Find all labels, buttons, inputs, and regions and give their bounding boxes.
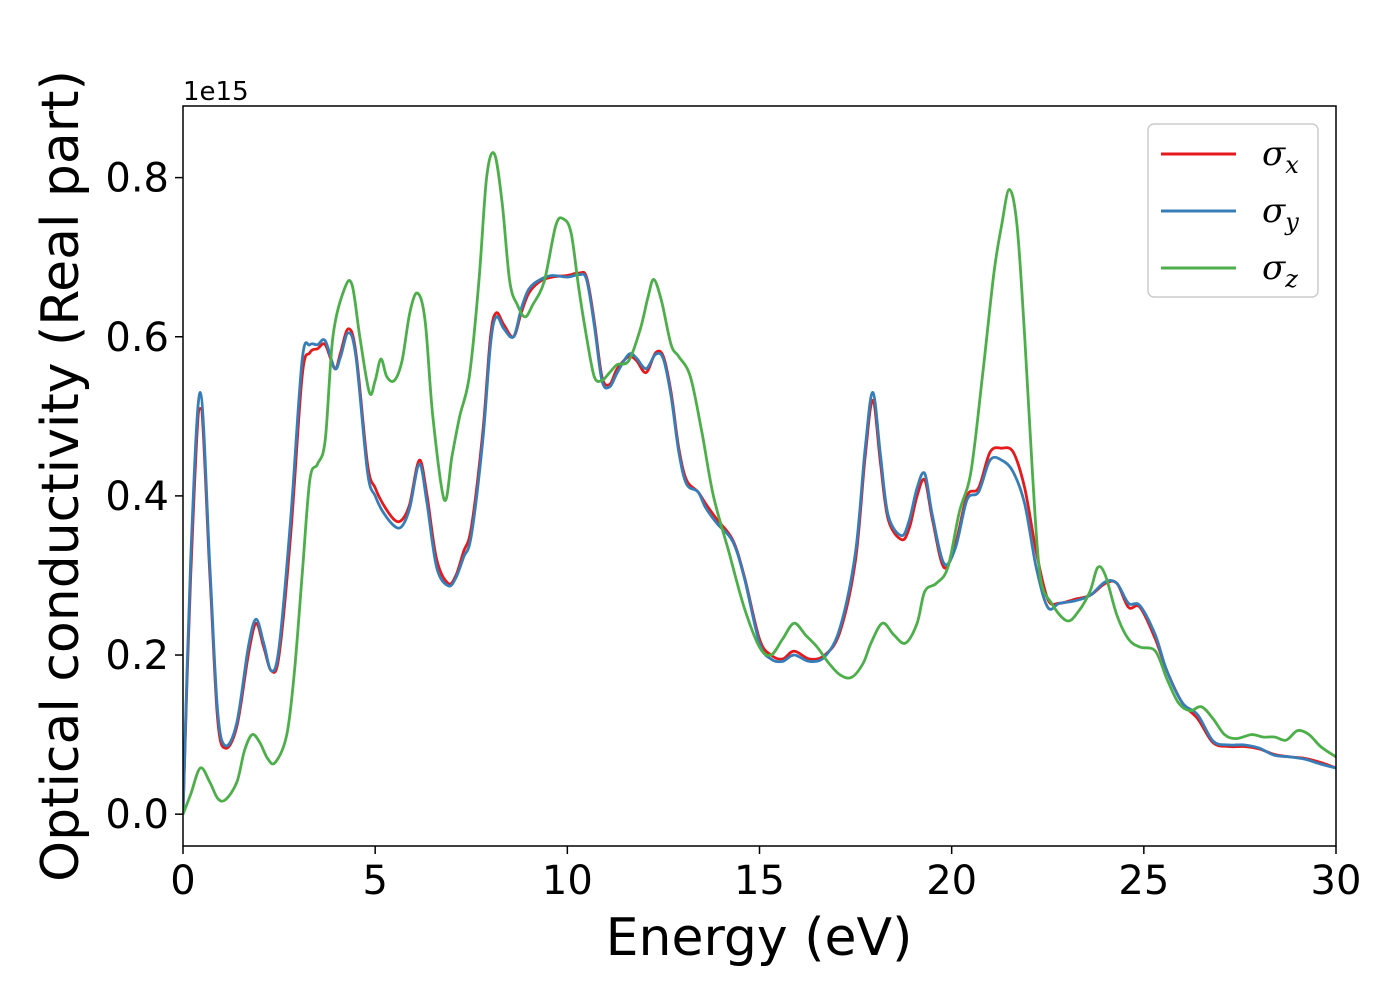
legend-label-x: σx bbox=[1262, 134, 1299, 179]
legend-label-z: σz bbox=[1262, 248, 1298, 293]
x-tick-label: 20 bbox=[926, 858, 977, 904]
x-tick-label: 0 bbox=[170, 858, 195, 904]
y-axis-label: Optical conductivity (Real part) bbox=[31, 70, 91, 882]
x-tick-label: 30 bbox=[1311, 858, 1362, 904]
x-tick-label: 15 bbox=[734, 858, 785, 904]
y-tick-label: 0.6 bbox=[105, 315, 169, 361]
x-tick-label: 10 bbox=[542, 858, 593, 904]
series-line-y bbox=[183, 272, 1336, 815]
x-axis-label: Energy (eV) bbox=[606, 908, 913, 968]
x-tick-label: 5 bbox=[362, 858, 387, 904]
y-tick-label: 0.2 bbox=[105, 633, 169, 679]
legend-label-y: σy bbox=[1262, 191, 1299, 236]
y-tick-label: 0.4 bbox=[105, 474, 169, 520]
series-line-z bbox=[183, 151, 1336, 815]
y-offset-label: 1e15 bbox=[183, 77, 249, 107]
legend: σx σy σz bbox=[1147, 123, 1319, 298]
y-tick-label: 0.0 bbox=[105, 792, 169, 838]
x-tick-label: 25 bbox=[1118, 858, 1169, 904]
x-axis-ticks: 0 5 10 15 20 25 30 bbox=[170, 846, 1361, 904]
y-axis-ticks: 0.0 0.2 0.4 0.6 0.8 bbox=[105, 156, 183, 838]
series-lines bbox=[183, 151, 1336, 815]
y-tick-label: 0.8 bbox=[105, 156, 169, 202]
